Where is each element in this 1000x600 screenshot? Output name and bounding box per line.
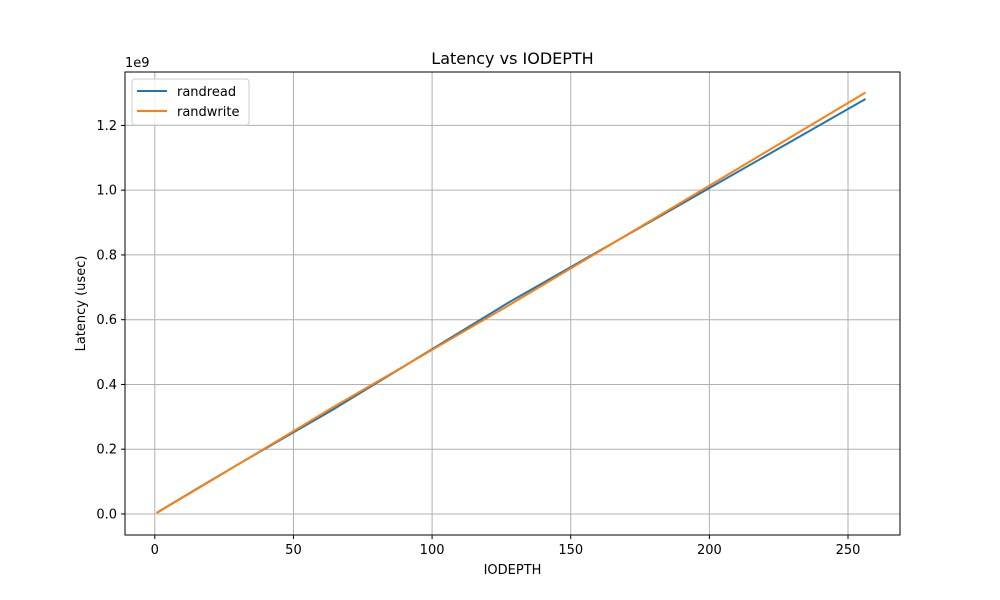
x-axis-label: IODEPTH bbox=[484, 563, 542, 578]
x-tick-label: 150 bbox=[558, 543, 583, 558]
y-tick-label: 0.6 bbox=[96, 313, 117, 328]
legend-label-randread: randread bbox=[177, 85, 236, 100]
legend: randread randwrite bbox=[131, 78, 250, 126]
x-axis-ticks: 0 50 100 150 200 250 bbox=[151, 535, 861, 558]
x-tick-label: 50 bbox=[285, 543, 302, 558]
y-tick-label: 1.0 bbox=[96, 184, 117, 199]
x-tick-label: 250 bbox=[836, 543, 861, 558]
y-tick-label: 0.0 bbox=[96, 507, 117, 522]
y-tick-label: 0.2 bbox=[96, 443, 117, 458]
x-tick-label: 0 bbox=[151, 543, 159, 558]
y-tick-label: 1.2 bbox=[96, 119, 117, 134]
y-axis-label: Latency (usec) bbox=[74, 256, 89, 352]
x-tick-label: 200 bbox=[697, 543, 722, 558]
series-line-randwrite bbox=[156, 91, 867, 514]
y-tick-label: 0.4 bbox=[96, 378, 117, 393]
plot-frame bbox=[124, 71, 901, 536]
series-lines bbox=[156, 91, 867, 514]
chart-title: Latency vs IODEPTH bbox=[431, 49, 593, 68]
x-tick-label: 100 bbox=[420, 543, 445, 558]
legend-label-randwrite: randwrite bbox=[177, 105, 240, 120]
y-axis-ticks: 0.0 0.2 0.4 0.6 0.8 1.0 1.2 bbox=[96, 119, 125, 522]
grid bbox=[125, 72, 900, 535]
y-axis-offset-label: 1e9 bbox=[125, 56, 150, 71]
y-tick-label: 0.8 bbox=[96, 248, 117, 263]
